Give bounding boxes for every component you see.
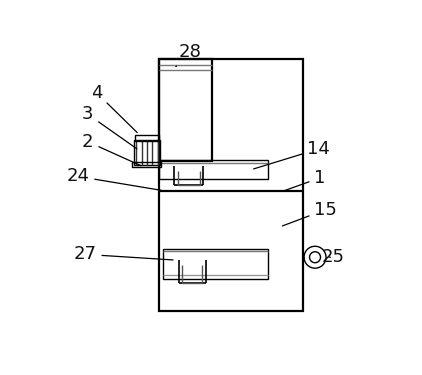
- Bar: [159, 59, 212, 160]
- Text: 2: 2: [82, 133, 141, 166]
- Text: 3: 3: [82, 105, 137, 149]
- Text: 24: 24: [66, 167, 162, 190]
- Text: 1: 1: [282, 169, 326, 191]
- Bar: [159, 160, 268, 179]
- Text: 15: 15: [282, 201, 337, 226]
- Text: 4: 4: [91, 84, 137, 133]
- Text: 25: 25: [322, 248, 345, 266]
- Bar: [134, 140, 160, 165]
- Bar: [132, 162, 161, 167]
- Text: 14: 14: [254, 140, 330, 169]
- Bar: [135, 135, 159, 141]
- Bar: [163, 249, 268, 279]
- Bar: [159, 59, 303, 310]
- Text: 27: 27: [73, 245, 173, 263]
- Text: 28: 28: [176, 43, 201, 67]
